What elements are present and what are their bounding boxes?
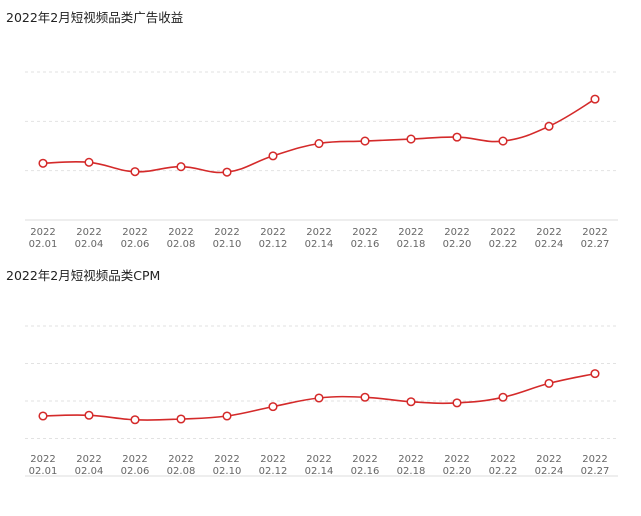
x-tick-label: 02.14	[305, 239, 334, 250]
x-tick-label: 2022	[122, 227, 147, 238]
x-tick-label: 02.06	[121, 239, 150, 250]
x-tick-label: 02.22	[489, 239, 518, 250]
x-tick-label: 02.27	[581, 239, 610, 250]
x-tick-label: 02.16	[351, 466, 380, 477]
x-tick-label: 02.10	[213, 466, 242, 477]
x-tick-label: 2022	[76, 227, 101, 238]
x-tick-label: 2022	[168, 454, 193, 465]
data-point[interactable]	[498, 136, 508, 146]
data-point[interactable]	[406, 397, 416, 407]
x-tick-label: 02.01	[29, 466, 58, 477]
x-tick-label: 02.04	[75, 466, 104, 477]
x-tick-label: 02.06	[121, 466, 150, 477]
data-point[interactable]	[406, 134, 416, 144]
data-point[interactable]	[498, 392, 508, 402]
x-tick-label: 2022	[582, 454, 607, 465]
x-tick-label: 2022	[306, 227, 331, 238]
x-tick-label: 02.24	[535, 466, 564, 477]
x-tick-label: 2022	[444, 227, 469, 238]
data-point[interactable]	[176, 414, 186, 424]
data-point[interactable]	[544, 378, 554, 388]
x-tick-label: 02.20	[443, 239, 472, 250]
x-tick-label: 02.04	[75, 239, 104, 250]
x-tick-label: 2022	[444, 454, 469, 465]
ad-revenue-chart: 202202.01202202.04202202.06202202.082022…	[25, 71, 618, 250]
x-tick-label: 2022	[536, 454, 561, 465]
x-tick-label: 2022	[490, 227, 515, 238]
x-tick-label: 2022	[352, 227, 377, 238]
data-point[interactable]	[130, 167, 140, 177]
x-tick-label: 2022	[214, 227, 239, 238]
x-tick-label: 2022	[214, 454, 239, 465]
data-point[interactable]	[38, 411, 48, 421]
data-point[interactable]	[176, 162, 186, 172]
data-point[interactable]	[452, 132, 462, 142]
x-tick-label: 02.14	[305, 466, 334, 477]
x-tick-label: 02.22	[489, 466, 518, 477]
data-point[interactable]	[590, 369, 600, 379]
data-point[interactable]	[84, 410, 94, 420]
data-point[interactable]	[590, 94, 600, 104]
x-tick-label: 2022	[76, 454, 101, 465]
chart-title: 2022年2月短视频品类CPM	[6, 268, 161, 283]
x-tick-label: 2022	[260, 454, 285, 465]
data-point[interactable]	[130, 415, 140, 425]
data-point[interactable]	[544, 121, 554, 131]
x-tick-label: 02.08	[167, 239, 196, 250]
x-tick-label: 02.08	[167, 466, 196, 477]
data-point[interactable]	[222, 167, 232, 177]
chart-title: 2022年2月短视频品类广告收益	[6, 10, 184, 25]
x-tick-label: 2022	[30, 454, 55, 465]
x-tick-label: 02.10	[213, 239, 242, 250]
x-tick-label: 02.20	[443, 466, 472, 477]
data-point[interactable]	[222, 411, 232, 421]
data-point[interactable]	[360, 392, 370, 402]
x-tick-label: 02.24	[535, 239, 564, 250]
data-point[interactable]	[268, 402, 278, 412]
x-tick-label: 2022	[306, 454, 331, 465]
x-tick-label: 2022	[30, 227, 55, 238]
x-tick-label: 02.27	[581, 466, 610, 477]
cpm-chart-panel: 2022年2月短视频品类CPM 2022 02.01 2022 02.04 2022 02…	[0, 258, 641, 516]
x-tick-label: 2022	[582, 227, 607, 238]
x-tick-label: 2022	[490, 454, 515, 465]
data-point[interactable]	[84, 157, 94, 167]
x-tick-label: 2022	[168, 227, 193, 238]
x-tick-label: 02.12	[259, 239, 288, 250]
x-tick-label: 2022	[536, 227, 561, 238]
x-tick-label: 02.18	[397, 466, 426, 477]
cpm-chart: 202202.01202202.04202202.06202202.082022…	[25, 325, 618, 477]
data-point[interactable]	[268, 151, 278, 161]
x-tick-label: 02.12	[259, 466, 288, 477]
data-point[interactable]	[314, 138, 324, 149]
x-tick-label: 2022	[352, 454, 377, 465]
data-point[interactable]	[314, 393, 324, 403]
x-tick-label: 2022	[398, 227, 423, 238]
data-point[interactable]	[452, 398, 462, 408]
x-tick-label: 2022	[398, 454, 423, 465]
x-tick-label: 02.16	[351, 239, 380, 250]
data-point[interactable]	[360, 136, 370, 146]
x-tick-label: 02.01	[29, 239, 58, 250]
ad-revenue-chart-panel: 2022年2月短视频品类广告收益 2022 02.01 2022 02.04 2022 0…	[6, 10, 618, 250]
x-tick-label: 02.18	[397, 239, 426, 250]
series-line	[42, 98, 596, 174]
x-tick-label: 2022	[260, 227, 285, 238]
x-tick-label: 2022	[122, 454, 147, 465]
data-point[interactable]	[38, 158, 48, 168]
